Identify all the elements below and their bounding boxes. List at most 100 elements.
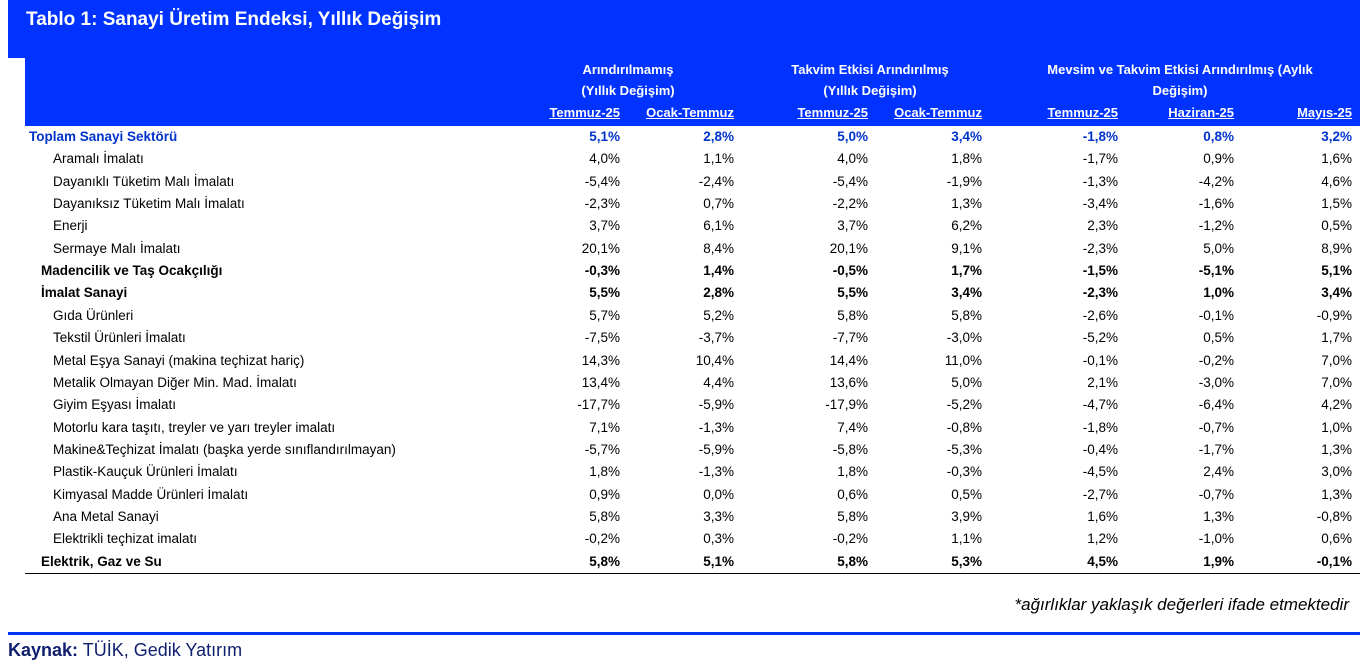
row-value: 2,3%	[1087, 218, 1118, 234]
row-value: -1,7%	[1198, 441, 1234, 457]
row-value: 20,1%	[829, 240, 868, 256]
row-value: 0,6%	[1321, 531, 1352, 547]
table-row: Tekstil Ürünleri İmalatı -7,5% -3,7% -7,7% -…	[25, 327, 1360, 349]
row-value: -1,2%	[1198, 218, 1234, 234]
row-value: 1,3%	[1321, 486, 1352, 502]
table-row: Toplam Sanayi Sektörü 5,1% 2,8% 5,0% 3,4% -1,…	[25, 126, 1360, 148]
table-row: Giyim Eşyası İmalatı -17,7% -5,9% -17,9% -5,…	[25, 394, 1360, 416]
table-row: Madencilik ve Taş Ocakçılığı -0,3% 1,4% -0,…	[25, 260, 1360, 282]
row-value: -0,2%	[832, 531, 868, 547]
row-label: Makine&Teçhizat İmalatı (başka yerde sın…	[53, 441, 396, 457]
row-value: -0,7%	[1198, 419, 1234, 435]
col-header: Temmuz-25	[1047, 105, 1118, 120]
row-value: 5,5%	[837, 285, 868, 301]
row-value: -5,9%	[698, 441, 734, 457]
row-value: 3,9%	[951, 508, 982, 524]
col-header: Mayıs-25	[1297, 105, 1352, 120]
row-value: 0,9%	[1203, 151, 1234, 167]
source-line: Kaynak: TÜİK, Gedik Yatırım	[8, 640, 242, 661]
row-label: Ana Metal Sanayi	[53, 508, 159, 524]
table-row: Elektrikli teçhizat imalatı -0,2% 0,3% -0,2…	[25, 528, 1360, 550]
row-value: 5,1%	[589, 129, 620, 144]
row-value: 5,2%	[703, 307, 734, 323]
row-value: 5,7%	[589, 307, 620, 323]
col-header: Ocak-Temmuz	[894, 105, 982, 120]
table-row: Dayanıksız Tüketim Malı İmalatı -2,3% 0,7%…	[25, 193, 1360, 215]
row-value: 4,5%	[1087, 553, 1118, 569]
row-value: 4,4%	[703, 374, 734, 390]
col-header: Ocak-Temmuz	[646, 105, 734, 120]
col-header: Temmuz-25	[797, 105, 868, 120]
row-value: 1,6%	[1087, 508, 1118, 524]
row-label: Giyim Eşyası İmalatı	[53, 397, 177, 413]
row-value: 1,8%	[837, 464, 868, 480]
row-value: 1,3%	[1321, 441, 1352, 457]
row-value: -5,3%	[946, 441, 982, 457]
row-value: 3,3%	[703, 508, 734, 524]
row-label: Sermaye Malı İmalatı	[53, 240, 181, 256]
row-value: 5,8%	[837, 307, 868, 323]
row-value: 0,5%	[1321, 218, 1352, 234]
row-value: 0,8%	[1203, 129, 1234, 144]
row-value: 1,0%	[1321, 419, 1352, 435]
row-value: -7,7%	[832, 330, 868, 346]
table-title: Tablo 1: Sanayi Üretim Endeksi, Yıllık D…	[26, 9, 442, 30]
row-value: 0,9%	[589, 486, 620, 502]
row-value: 5,1%	[1321, 263, 1352, 279]
row-value: 1,2%	[1087, 531, 1118, 547]
row-value: 1,3%	[951, 196, 982, 212]
table-row: Gıda Ürünleri 5,7% 5,2% 5,8% 5,8% -2,6% -0,1% -…	[25, 305, 1360, 327]
row-value: -1,7%	[1082, 151, 1118, 167]
table-row: Dayanıklı Tüketim Malı İmalatı -5,4% -2,4%…	[25, 171, 1360, 193]
row-value: 9,1%	[951, 240, 982, 256]
row-value: -4,5%	[1082, 464, 1118, 480]
group-header-line1: Mevsim ve Takvim Etkisi Arındırılmış (Ay…	[1047, 62, 1313, 77]
row-value: -0,1%	[1198, 307, 1234, 323]
row-value: 3,0%	[1321, 464, 1352, 480]
group-header-line2: (Yıllık Değişim)	[581, 83, 675, 98]
group-header-line2: (Yıllık Değişim)	[823, 83, 917, 98]
row-value: -5,4%	[584, 173, 620, 189]
row-value: 5,3%	[951, 553, 982, 569]
row-value: -3,0%	[1198, 374, 1234, 390]
row-value: 0,6%	[837, 486, 868, 502]
row-value: 2,4%	[1203, 464, 1234, 480]
row-value: 1,8%	[951, 151, 982, 167]
group-header-calendar: Takvim Etkisi Arındırılmış (Yıllık Değiş…	[760, 59, 980, 101]
row-label: Elektrikli teçhizat imalatı	[53, 531, 198, 547]
row-label: Gıda Ürünleri	[53, 307, 134, 323]
row-value: 1,7%	[951, 263, 982, 279]
row-value: 4,0%	[589, 151, 620, 167]
row-value: 3,7%	[837, 218, 868, 234]
row-value: 14,3%	[581, 352, 620, 368]
row-label: İmalat Sanayi	[41, 285, 128, 301]
row-value: 6,1%	[703, 218, 734, 234]
row-value: -2,6%	[1082, 307, 1118, 323]
row-value: -0,3%	[946, 464, 982, 480]
row-value: 3,4%	[951, 285, 982, 301]
row-value: 1,1%	[703, 151, 734, 167]
row-label: Elektrik, Gaz ve Su	[41, 553, 162, 569]
row-value: 13,6%	[829, 374, 868, 390]
row-value: 1,6%	[1321, 151, 1352, 167]
row-value: 4,6%	[1321, 173, 1352, 189]
row-value: -5,7%	[584, 441, 620, 457]
row-value: 2,8%	[703, 129, 734, 144]
row-value: 20,1%	[581, 240, 620, 256]
row-label: Dayanıksız Tüketim Malı İmalatı	[53, 196, 245, 212]
row-value: -0,8%	[946, 419, 982, 435]
table-row: Ana Metal Sanayi 5,8% 3,3% 5,8% 3,9% 1,6% 1,3%…	[25, 506, 1360, 528]
group-header-line2: Değişim)	[1152, 83, 1208, 98]
row-value: 0,5%	[1203, 330, 1234, 346]
row-value: -1,3%	[698, 464, 734, 480]
row-value: -2,7%	[1082, 486, 1118, 502]
group-header-line1: Takvim Etkisi Arındırılmış	[791, 62, 949, 77]
row-value: -3,0%	[946, 330, 982, 346]
table-row: Elektrik, Gaz ve Su 5,8% 5,1% 5,8% 5,3% 4,5% 1…	[25, 551, 1360, 574]
row-value: 3,4%	[951, 129, 982, 144]
row-value: 3,4%	[1321, 285, 1352, 301]
row-value: 1,1%	[951, 531, 982, 547]
col-header: Haziran-25	[1168, 105, 1234, 120]
row-value: 2,1%	[1087, 374, 1118, 390]
row-value: 1,4%	[703, 263, 734, 279]
